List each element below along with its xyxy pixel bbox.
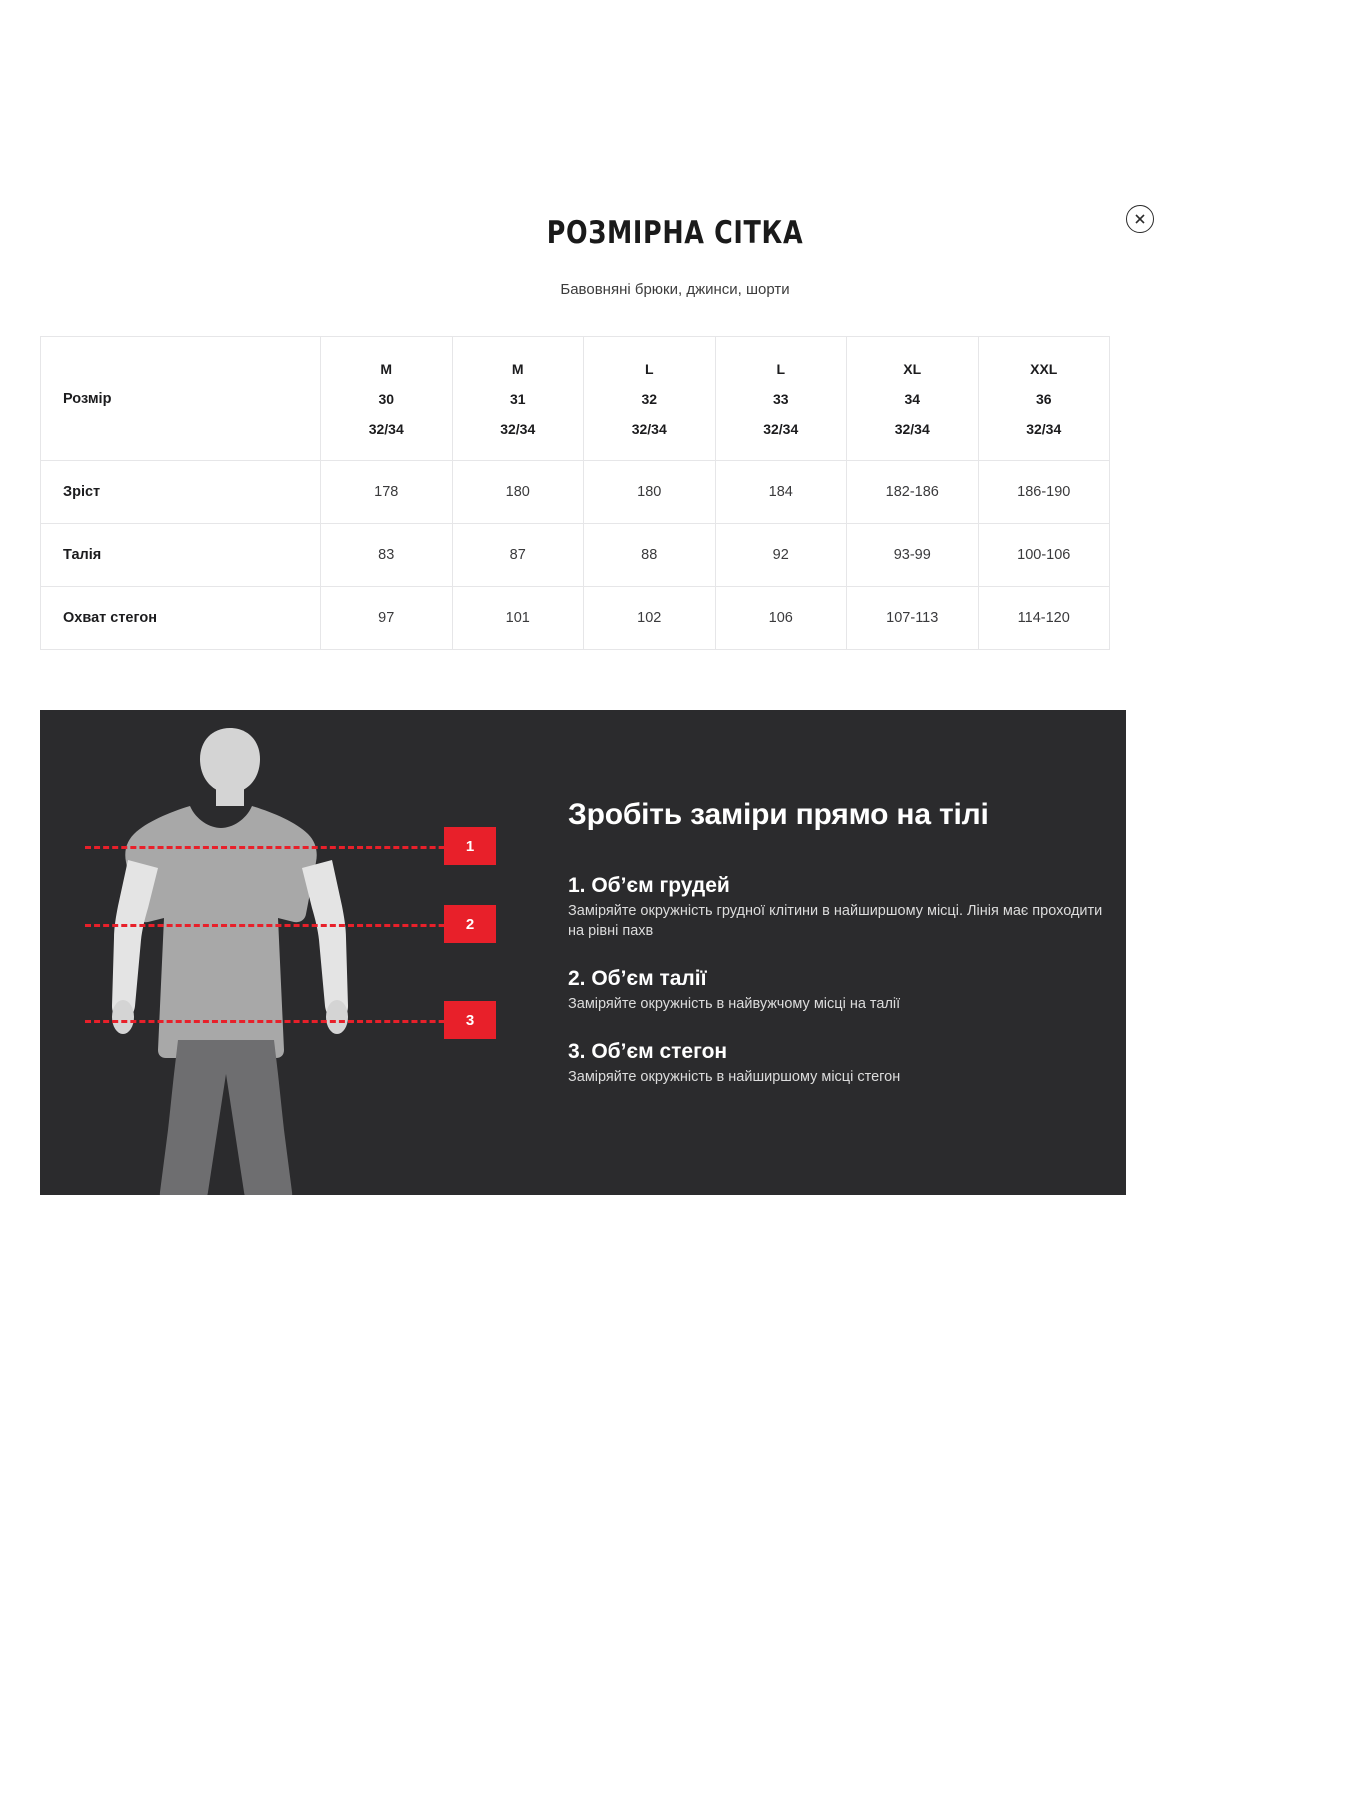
table-row: Охват стегон 97 101 102 106 107-113 114-120: [40, 586, 1110, 650]
row-label: Охват стегон: [40, 586, 321, 650]
column-header-2: M 31 32/34: [451, 336, 584, 461]
column-1-letter: M: [380, 360, 393, 377]
instruction-2-description: Заміряйте окружність в найвужчому місці …: [568, 996, 901, 1012]
instruction-item-3: 3. Об’єм стегон Заміряйте окружність в на…: [568, 1040, 1108, 1087]
measure-line-chest: [85, 846, 490, 849]
measure-line-hips: [85, 1020, 490, 1023]
instruction-item-1: 1. Об’єм грудей Заміряйте окружність груд…: [568, 874, 1108, 941]
row-label-header: Розмір: [40, 336, 321, 461]
mannequin-icon: [112, 728, 348, 1195]
table-cell: 186-190: [977, 460, 1110, 524]
badge-2: 2: [444, 905, 496, 943]
instructions-list: 1. Об’єм грудей Заміряйте окружність груд…: [568, 874, 1108, 1087]
column-2-number: 31: [509, 390, 526, 407]
table-cell: 92: [714, 523, 847, 587]
table-row: Талія 83 87 88 92 93-99 100-106: [40, 523, 1110, 587]
badge-3: 3: [444, 1001, 496, 1039]
table-cell: 184: [714, 460, 847, 524]
table-cell: 106: [714, 586, 847, 650]
table-cell: 97: [320, 586, 453, 650]
badge-1-label: 1: [465, 837, 475, 855]
close-x-glyph: [1135, 214, 1145, 224]
badge-3-label: 3: [465, 1011, 475, 1029]
table-cell: 87: [451, 523, 584, 587]
table-cell: 100-106: [977, 523, 1110, 587]
table-cell: 107-113: [846, 586, 979, 650]
table-cell: 182-186: [846, 460, 979, 524]
row-label: Зріст: [40, 460, 321, 524]
page-subtitle: Бавовняні брюки, джинси, шорти: [560, 281, 790, 298]
measure-line-waist: [85, 924, 490, 927]
page-title: РОЗМІРНА СІТКА: [546, 215, 804, 251]
column-5-letter: XL: [903, 360, 922, 377]
column-3-length: 32/34: [631, 420, 667, 437]
instruction-2-title: 2. Об’єм талії: [568, 967, 707, 990]
column-4-length: 32/34: [763, 420, 799, 437]
column-header-1: M 30 32/34: [320, 336, 453, 461]
instruction-1-title: 1. Об’єм грудей: [568, 874, 730, 897]
table-cell: 83: [320, 523, 453, 587]
column-header-5: XL 34 32/34: [846, 336, 979, 461]
table-cell: 101: [451, 586, 584, 650]
table-cell: 102: [583, 586, 716, 650]
table-row: Зріст 178 180 180 184 182-186 186-190: [40, 460, 1110, 524]
column-4-letter: L: [776, 360, 786, 377]
badge-1: 1: [444, 827, 496, 865]
table-cell: 88: [583, 523, 716, 587]
column-5-length: 32/34: [894, 420, 930, 437]
table-cell: 178: [320, 460, 453, 524]
table-cell: 180: [583, 460, 716, 524]
measurement-instructions-panel: 1 2 3 Зробіть заміри прямо на тілі 1. Об…: [40, 710, 1126, 1195]
instruction-item-2: 2. Об’єм талії Заміряйте окружність в най…: [568, 967, 1108, 1014]
badge-2-label: 2: [465, 915, 475, 933]
table-cell: 180: [451, 460, 584, 524]
column-3-number: 32: [641, 390, 658, 407]
size-table-container: Розмір M 30 32/34 M 31 32/34 L 32 32/34 L 33 32/34 XL…: [40, 336, 1110, 650]
table-cell: 93-99: [846, 523, 979, 587]
column-header-6: XXL 36 32/34: [977, 336, 1110, 461]
column-2-length: 32/34: [500, 420, 536, 437]
column-5-number: 34: [904, 390, 921, 407]
table-cell: 114-120: [977, 586, 1110, 650]
column-4-number: 33: [772, 390, 789, 407]
instructions-text-block: Зробіть заміри прямо на тілі 1. Об’єм гр…: [568, 798, 1108, 1113]
column-header-4: L 33 32/34: [714, 336, 847, 461]
column-1-length: 32/34: [368, 420, 404, 437]
instruction-1-description: Заміряйте окружність грудної клітини в н…: [568, 903, 1103, 939]
column-1-number: 30: [378, 390, 395, 407]
column-3-letter: L: [644, 360, 654, 377]
column-6-letter: XXL: [1030, 360, 1058, 377]
table-header-row: Розмір M 30 32/34 M 31 32/34 L 32 32/34 L 33 32/34 XL…: [40, 336, 1110, 461]
column-6-number: 36: [1035, 390, 1052, 407]
instruction-3-description: Заміряйте окружність в найширшому місці …: [568, 1069, 901, 1085]
instructions-heading: Зробіть заміри прямо на тілі: [568, 798, 989, 831]
column-6-length: 32/34: [1026, 420, 1062, 437]
close-icon[interactable]: [1126, 205, 1154, 233]
row-label: Талія: [40, 523, 321, 587]
column-2-letter: M: [511, 360, 524, 377]
size-table: Розмір M 30 32/34 M 31 32/34 L 32 32/34 L 33 32/34 XL…: [40, 336, 1110, 650]
body-figure-illustration: [40, 710, 490, 1195]
instruction-3-title: 3. Об’єм стегон: [568, 1040, 728, 1063]
column-header-3: L 32 32/34: [583, 336, 716, 461]
